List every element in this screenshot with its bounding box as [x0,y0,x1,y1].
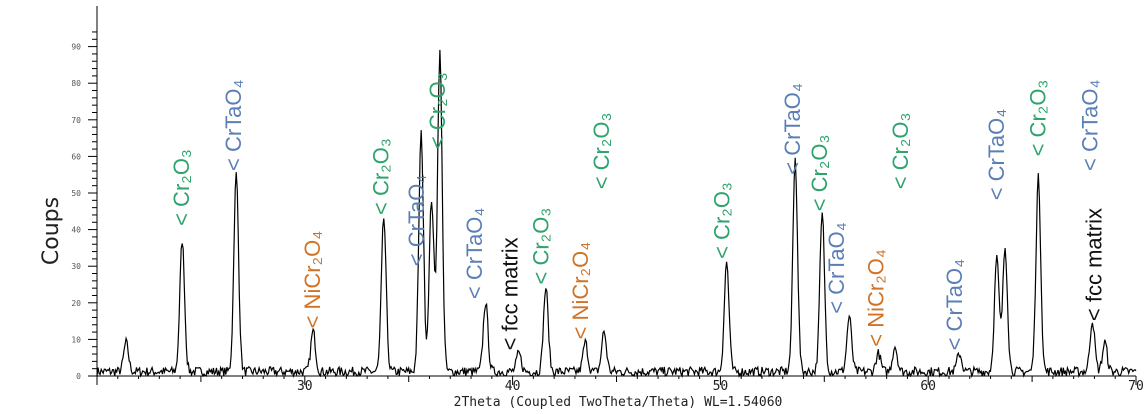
x-tick-label: 70 [1128,379,1144,394]
y-tick-label: 30 [71,262,81,271]
peak-label-cr2o3: < Cr₂O₃ [425,72,450,149]
peak-label-crtao4: < CrTaO₄ [942,259,967,351]
peak-label-cr2o3: < Cr₂O₃ [710,182,735,259]
y-tick-label: 10 [71,335,81,344]
y-tick-label: 90 [71,43,81,52]
peak-label-crtao4: < CrTaO₄ [404,175,429,267]
y-tick-label: 70 [71,116,81,125]
peak-label-cr2o3: < Cr₂O₃ [807,135,832,212]
x-tick-label: 30 [297,379,313,394]
peak-label-cr2o3: < Cr₂O₃ [888,113,913,190]
y-axis-ticks: 0 10 20 30 40 50 60 70 80 90 [71,31,97,381]
peak-label-cr2o3: < Cr₂O₃ [589,113,614,190]
y-tick-label: 60 [71,152,81,161]
peak-annotations: < Cr₂O₃< CrTaO₄< NiCr₂O₄< Cr₂O₃ < CrTaO₄<… [169,72,1106,350]
x-axis-label: 2Theta (Coupled TwoTheta/Theta) WL=1.540… [454,395,783,410]
y-axis-label: Coups [39,197,64,265]
diffraction-trace [96,49,1137,379]
x-tick-label: 40 [505,379,521,394]
peak-label-crtao4: < CrTaO₄ [462,208,487,300]
peak-label-cr2o3: < Cr₂O₃ [169,149,194,226]
peak-label-fcc-matrix: < fcc matrix [498,237,523,350]
y-tick-label: 50 [71,189,81,198]
peak-label-cr2o3: < Cr₂O₃ [529,208,554,285]
peak-label-crtao4: < CrTaO₄ [824,222,849,314]
peak-label-crtao4: < CrTaO₄ [780,83,805,175]
peak-label-fcc-matrix: < fcc matrix [1081,208,1106,321]
x-axis-ticks: 30 40 50 60 70 [96,376,1144,394]
peak-label-cr2o3: < Cr₂O₃ [369,138,394,215]
y-tick-label: 40 [71,226,81,235]
peak-label-crtao4: < CrTaO₄ [221,79,246,171]
peak-label-cr2o3: < Cr₂O₃ [1025,80,1050,157]
peak-label-nicr2o4: < NiCr₂O₄ [300,231,325,329]
peak-label-crtao4: < CrTaO₄ [1077,79,1102,171]
peak-label-nicr2o4: < NiCr₂O₄ [863,249,888,347]
peak-label-crtao4: < CrTaO₄ [984,109,1009,201]
y-tick-label: 0 [76,372,81,381]
y-tick-label: 20 [71,299,81,308]
peak-label-nicr2o4: < NiCr₂O₄ [568,242,593,340]
y-tick-label: 80 [71,79,81,88]
x-tick-label: 60 [920,379,936,394]
x-tick-label: 50 [713,379,729,394]
